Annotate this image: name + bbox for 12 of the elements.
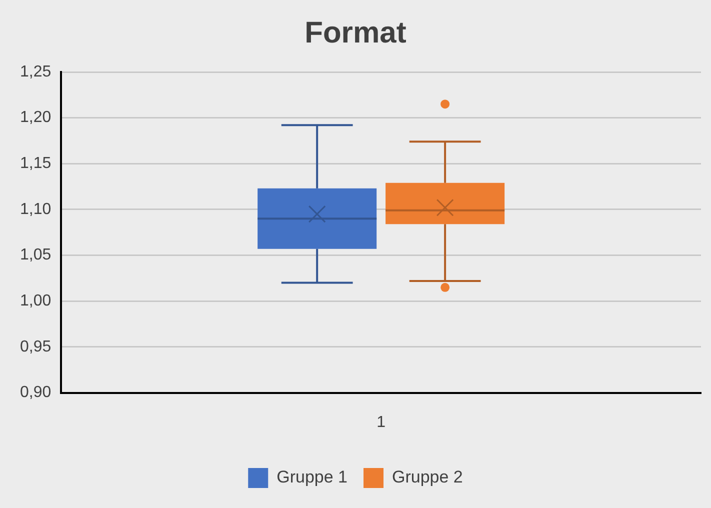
y-tick-label: 1,15 xyxy=(20,155,52,172)
y-tick-label: 1,10 xyxy=(20,200,52,218)
legend-label: Gruppe 2 xyxy=(392,468,463,487)
y-tick-label: 1,20 xyxy=(20,109,52,126)
y-tick-label: 1,05 xyxy=(20,246,52,264)
y-tick-label: 0,90 xyxy=(20,384,52,402)
legend-label: Gruppe 1 xyxy=(276,468,348,487)
y-tick-label: 1,00 xyxy=(20,292,52,310)
chart-title: Format xyxy=(304,16,406,50)
x-tick-label: 1 xyxy=(376,414,386,431)
y-tick-label: 0,95 xyxy=(20,338,52,356)
y-tick-label: 1,25 xyxy=(20,63,52,80)
